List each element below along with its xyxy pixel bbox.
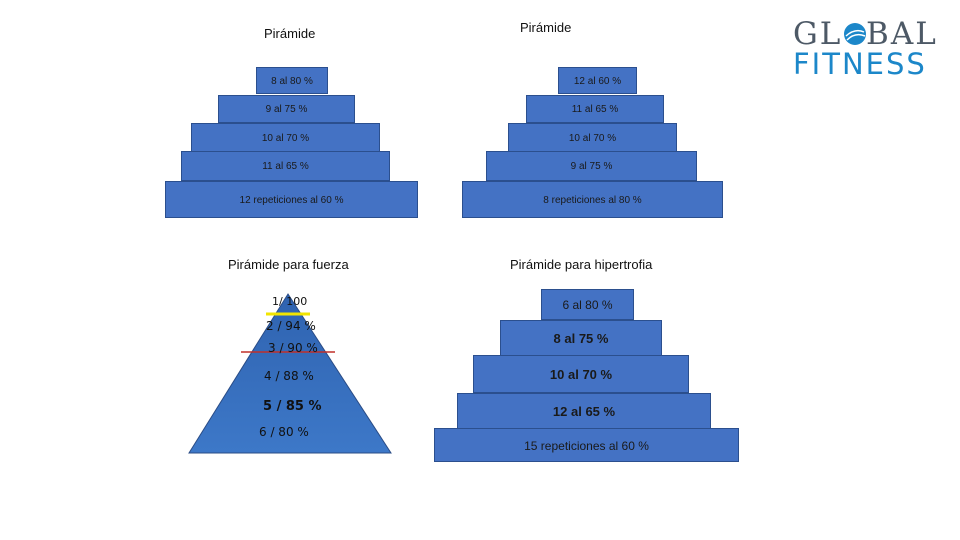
fuerza-level: 4 / 88 %: [264, 369, 314, 383]
hipertrofia-step: 10 al 70 %: [473, 355, 689, 393]
pyramid-2-step: 11 al 65 %: [526, 95, 664, 123]
logo-bottom-text: FITNESS: [793, 47, 927, 81]
hipertrofia-step: 15 repeticiones al 60 %: [434, 428, 739, 462]
pyramid-2-step: 9 al 75 %: [486, 151, 697, 181]
hipertrofia-step: 8 al 75 %: [500, 320, 662, 356]
pyramid-hipertrofia-title: Pirámide para hipertrofia: [510, 257, 653, 272]
pyramid-fuerza-title: Pirámide para fuerza: [228, 257, 349, 272]
globe-icon: [844, 23, 866, 45]
fuerza-level: 3 / 90 %: [268, 341, 318, 355]
pyramid-1-step: 12 repeticiones al 60 %: [165, 181, 418, 218]
hipertrofia-step: 12 al 65 %: [457, 393, 711, 429]
pyramid-fuerza-triangle: [188, 293, 392, 454]
pyramid-1-step: 11 al 65 %: [181, 151, 390, 181]
fuerza-level: 6 / 80 %: [259, 425, 309, 439]
hipertrofia-step: 6 al 80 %: [541, 289, 634, 320]
fuerza-level: 5 / 85 %: [263, 399, 322, 414]
pyramid-2-step: 10 al 70 %: [508, 123, 677, 152]
pyramid-2-title: Pirámide: [520, 20, 572, 35]
fuerza-level: 1/ 100: [272, 295, 308, 308]
pyramid-1-title: Pirámide: [264, 26, 316, 41]
pyramid-1-step: 10 al 70 %: [191, 123, 380, 152]
pyramid-1-step: 8 al 80 %: [256, 67, 328, 94]
fuerza-level: 2 / 94 %: [266, 319, 316, 333]
pyramid-2-step: 8 repeticiones al 80 %: [462, 181, 723, 218]
pyramid-2-step: 12 al 60 %: [558, 67, 637, 94]
pyramid-1-step: 9 al 75 %: [218, 95, 355, 123]
